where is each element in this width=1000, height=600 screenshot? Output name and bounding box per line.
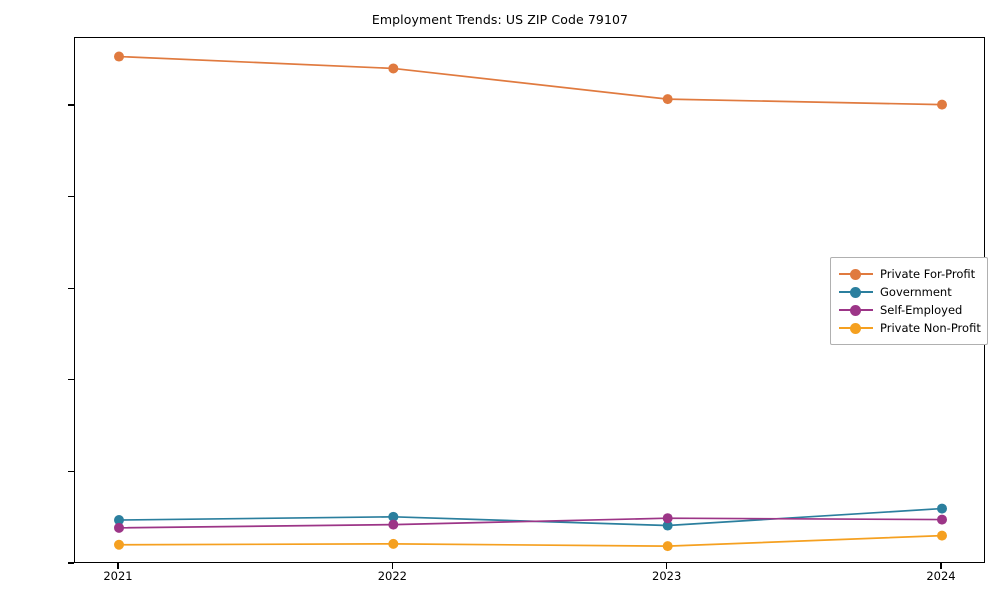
legend-swatch-icon: [839, 265, 873, 283]
y-axis-tick-mark: [68, 287, 74, 289]
data-point-marker: [388, 538, 399, 549]
x-axis-tick-label: 2021: [103, 569, 133, 583]
x-axis-tick-label: 2024: [926, 569, 956, 583]
x-axis-tick-label: 2023: [652, 569, 682, 583]
data-point-marker: [114, 51, 124, 62]
chart-legend: Private For-Profit Government Self-Employe…: [830, 257, 988, 345]
y-axis-tick-mark: [68, 470, 74, 472]
data-point-marker: [662, 520, 673, 531]
y-axis-tick-mark: [68, 196, 74, 198]
data-point-marker: [662, 94, 673, 105]
data-point-marker: [388, 511, 399, 522]
legend-item-label: Government: [880, 285, 952, 299]
legend-item-label: Private Non-Profit: [880, 321, 981, 335]
data-point-marker: [662, 513, 673, 524]
series-lines-layer: [114, 51, 947, 552]
series-line: [118, 55, 943, 106]
data-point-marker: [937, 514, 947, 525]
data-point-marker: [114, 539, 124, 550]
x-axis-tick-mark: [666, 563, 668, 569]
data-point-marker: [937, 503, 947, 514]
y-axis-tick-mark: [68, 562, 74, 564]
legend-item[interactable]: Private Non-Profit: [839, 319, 981, 337]
data-point-marker: [388, 519, 399, 530]
series-line: [118, 534, 943, 547]
legend-item[interactable]: Private For-Profit: [839, 265, 979, 283]
data-point-marker: [114, 522, 124, 533]
x-axis-tick-label: 2022: [377, 569, 407, 583]
legend-item-label: Self-Employed: [880, 303, 963, 317]
legend-marker-icon: [850, 322, 861, 334]
x-axis-tick-mark: [940, 563, 942, 569]
data-point-marker: [937, 99, 947, 110]
data-point-marker: [388, 63, 399, 74]
legend-item[interactable]: Self-Employed: [839, 301, 979, 319]
legend-item-label: Private For-Profit: [880, 267, 976, 281]
series-line: [118, 507, 943, 527]
legend-swatch-icon: [839, 301, 873, 319]
series-private-non-profit: [114, 530, 947, 552]
legend-swatch-icon: [839, 283, 873, 301]
legend-marker-icon: [850, 286, 861, 298]
data-point-marker: [114, 515, 124, 526]
plot-area: [74, 37, 985, 563]
series-self-employed: [114, 513, 947, 533]
x-axis-tick-mark: [391, 563, 393, 569]
legend-marker-icon: [850, 268, 861, 280]
data-point-marker: [662, 541, 673, 552]
chart-title: Employment Trends: US ZIP Code 79107: [371, 12, 629, 27]
y-axis-tick-mark: [68, 104, 74, 106]
series-private-for-profit: [114, 51, 947, 110]
legend-item[interactable]: Government: [839, 283, 979, 301]
legend-swatch-icon: [839, 319, 873, 337]
series-line: [118, 517, 943, 529]
y-axis-tick-mark: [68, 379, 74, 381]
legend-marker-icon: [850, 304, 861, 316]
data-point-marker: [937, 530, 947, 541]
x-axis-tick-mark: [117, 563, 119, 569]
